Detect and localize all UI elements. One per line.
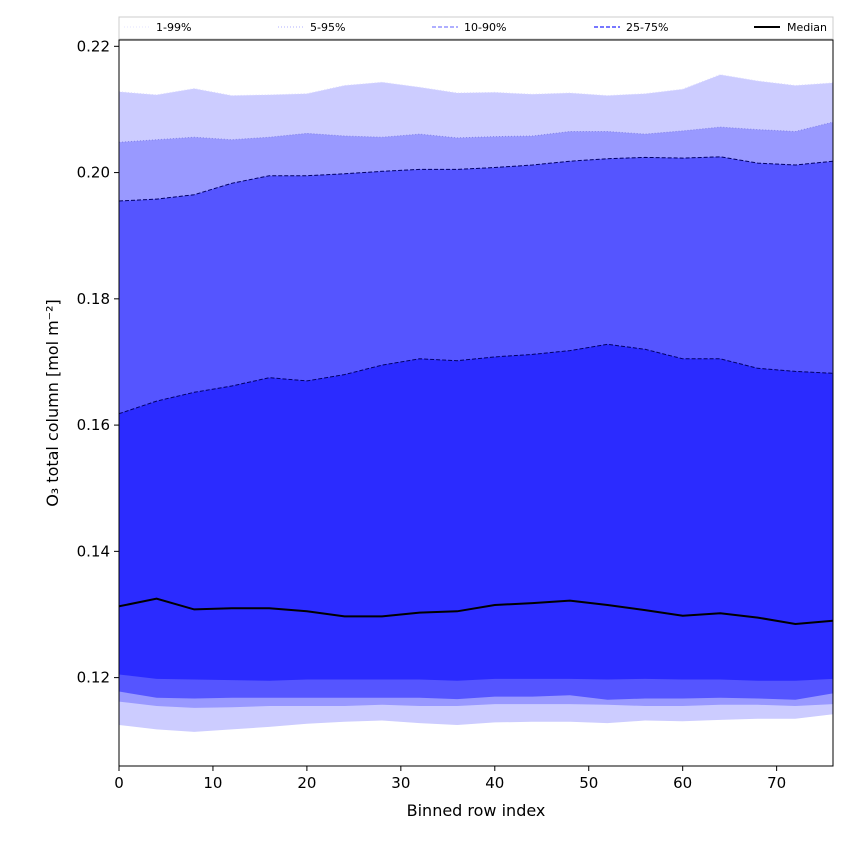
legend-label-25-75: 25-75% [626, 21, 668, 34]
x-axis: 0 10 20 30 40 50 60 70 [114, 766, 786, 792]
x-tick-label: 0 [114, 774, 124, 792]
band-5-95-upper-edge [119, 121, 833, 143]
quantile-bands [119, 74, 833, 732]
x-tick-label: 50 [579, 774, 598, 792]
series-line-median [119, 597, 833, 626]
x-axis-label: Binned row index [407, 801, 546, 820]
legend-label-5-95: 5-95% [310, 21, 345, 34]
y-tick-label: 0.22 [77, 37, 110, 55]
x-tick-label: 70 [767, 774, 786, 792]
x-tick-label: 30 [391, 774, 410, 792]
band-1-99-upper-edge [119, 74, 833, 97]
x-tick-label: 20 [297, 774, 316, 792]
x-tick-label: 40 [485, 774, 504, 792]
legend-label-10-90: 10-90% [464, 21, 506, 34]
legend: 1-99% 5-95% 10-90% 25-75% Median [118, 16, 834, 40]
x-tick-label: 60 [673, 774, 692, 792]
y-axis: 0.12 0.14 0.16 0.18 0.20 0.22 [77, 37, 119, 687]
y-axis-label: O₃ total column [mol m⁻²] [43, 299, 62, 507]
band-25-75 [119, 344, 833, 681]
y-tick-label: 0.20 [77, 164, 110, 182]
legend-label-median: Median [787, 21, 827, 34]
y-tick-label: 0.12 [77, 669, 110, 687]
y-tick-label: 0.14 [77, 542, 110, 560]
median-layer [119, 597, 833, 626]
legend-box [118, 16, 834, 40]
y-tick-label: 0.18 [77, 290, 110, 308]
band-10-90-upper-edge [119, 156, 833, 202]
legend-label-1-99: 1-99% [156, 21, 191, 34]
y-tick-label: 0.16 [77, 416, 110, 434]
x-tick-label: 10 [203, 774, 222, 792]
plot-frame [118, 39, 834, 767]
band-25-75-upper-edge [119, 343, 833, 415]
